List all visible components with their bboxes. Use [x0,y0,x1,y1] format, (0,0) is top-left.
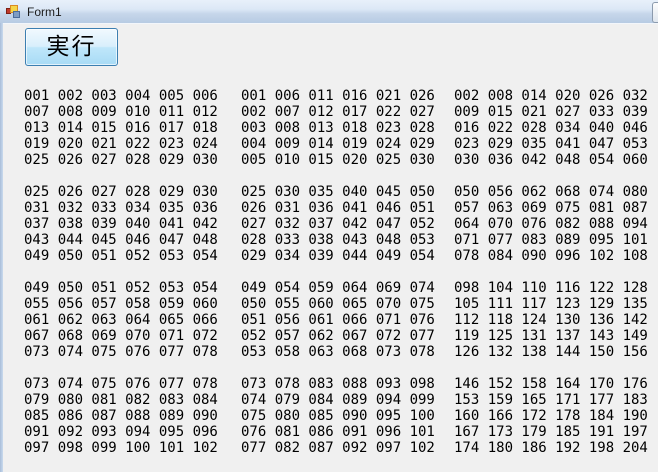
winforms-app-icon [6,4,21,19]
window-left-border [0,23,3,472]
number-grid-column-major: 001 006 011 016 021 026 002 007 012 017 … [241,88,435,456]
number-grid-diagonal-step: 002 008 014 020 026 032 009 015 021 027 … [454,88,648,456]
titlebar[interactable]: Form1 [0,0,658,24]
number-grid-row-major: 001 002 003 004 005 006 007 008 009 010 … [24,88,218,456]
window-control-button-partial[interactable] [652,2,658,23]
window-title: Form1 [27,4,62,19]
run-button[interactable]: 実行 [25,28,118,66]
icon-blue-square [13,11,20,18]
